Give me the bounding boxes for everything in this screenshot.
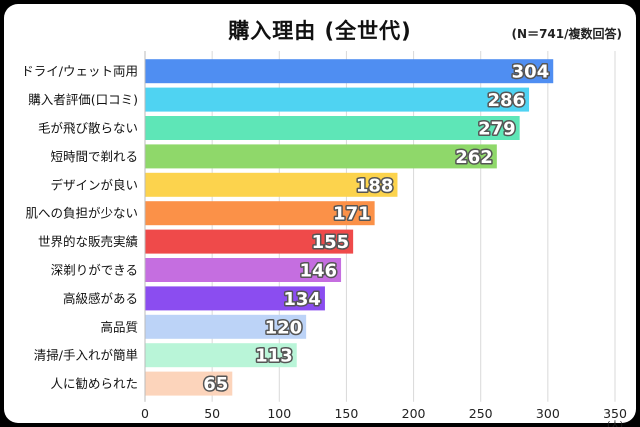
x-tick-label: 100: [267, 406, 291, 421]
category-label: 購入者評価(口コミ): [28, 92, 138, 107]
bar: [145, 87, 530, 112]
value-label: 279: [478, 119, 516, 140]
value-label: 146: [299, 261, 337, 282]
bar: [145, 314, 307, 339]
value-label: 304: [512, 62, 550, 83]
bar: [145, 343, 297, 368]
x-tick-label: 250: [469, 406, 493, 421]
x-tick-label: 300: [536, 406, 560, 421]
bar: [145, 172, 398, 197]
value-label: 134: [283, 289, 321, 310]
value-label: 65: [203, 374, 228, 395]
x-tick-label: 150: [334, 406, 358, 421]
bar: [145, 286, 325, 311]
category-label: 人に勧められた: [50, 376, 138, 391]
category-label: デザインが良い: [50, 177, 138, 192]
category-label: 短時間で剃れる: [50, 149, 138, 164]
category-label: 肌への負担が少ない: [25, 206, 138, 221]
bar: [145, 258, 342, 282]
category-label: 深剃りができる: [51, 263, 138, 278]
bar: [145, 116, 520, 140]
category-label: 清掃/手入れが簡単: [34, 348, 138, 363]
category-label: 高級感がある: [63, 291, 138, 306]
value-label: 171: [333, 204, 371, 225]
x-tick-label: 350: [603, 406, 627, 421]
value-label: 262: [455, 147, 493, 168]
x-tick-label: 50: [204, 406, 220, 421]
value-label: 286: [487, 90, 525, 111]
bar: [145, 201, 375, 226]
bar: [145, 59, 554, 84]
x-tick-label: 0: [141, 406, 149, 421]
bar: [145, 229, 354, 254]
bar: [145, 371, 233, 396]
x-unit-label: (人): [607, 420, 623, 427]
chart-title: 購入理由 (全世代): [228, 19, 412, 43]
chart-subtitle: (N＝741/複数回答): [511, 27, 622, 41]
value-label: 155: [312, 232, 350, 253]
x-tick-label: 200: [402, 406, 426, 421]
category-label: 毛が飛び散らない: [38, 121, 138, 136]
value-label: 188: [356, 175, 394, 196]
value-label: 113: [255, 346, 293, 367]
category-label: 世界的な販売実績: [38, 234, 138, 249]
category-label: 高品質: [100, 319, 138, 334]
value-label: 120: [265, 317, 303, 338]
bar: [145, 144, 497, 169]
category-label: ドライ/ウェット両用: [21, 64, 138, 79]
